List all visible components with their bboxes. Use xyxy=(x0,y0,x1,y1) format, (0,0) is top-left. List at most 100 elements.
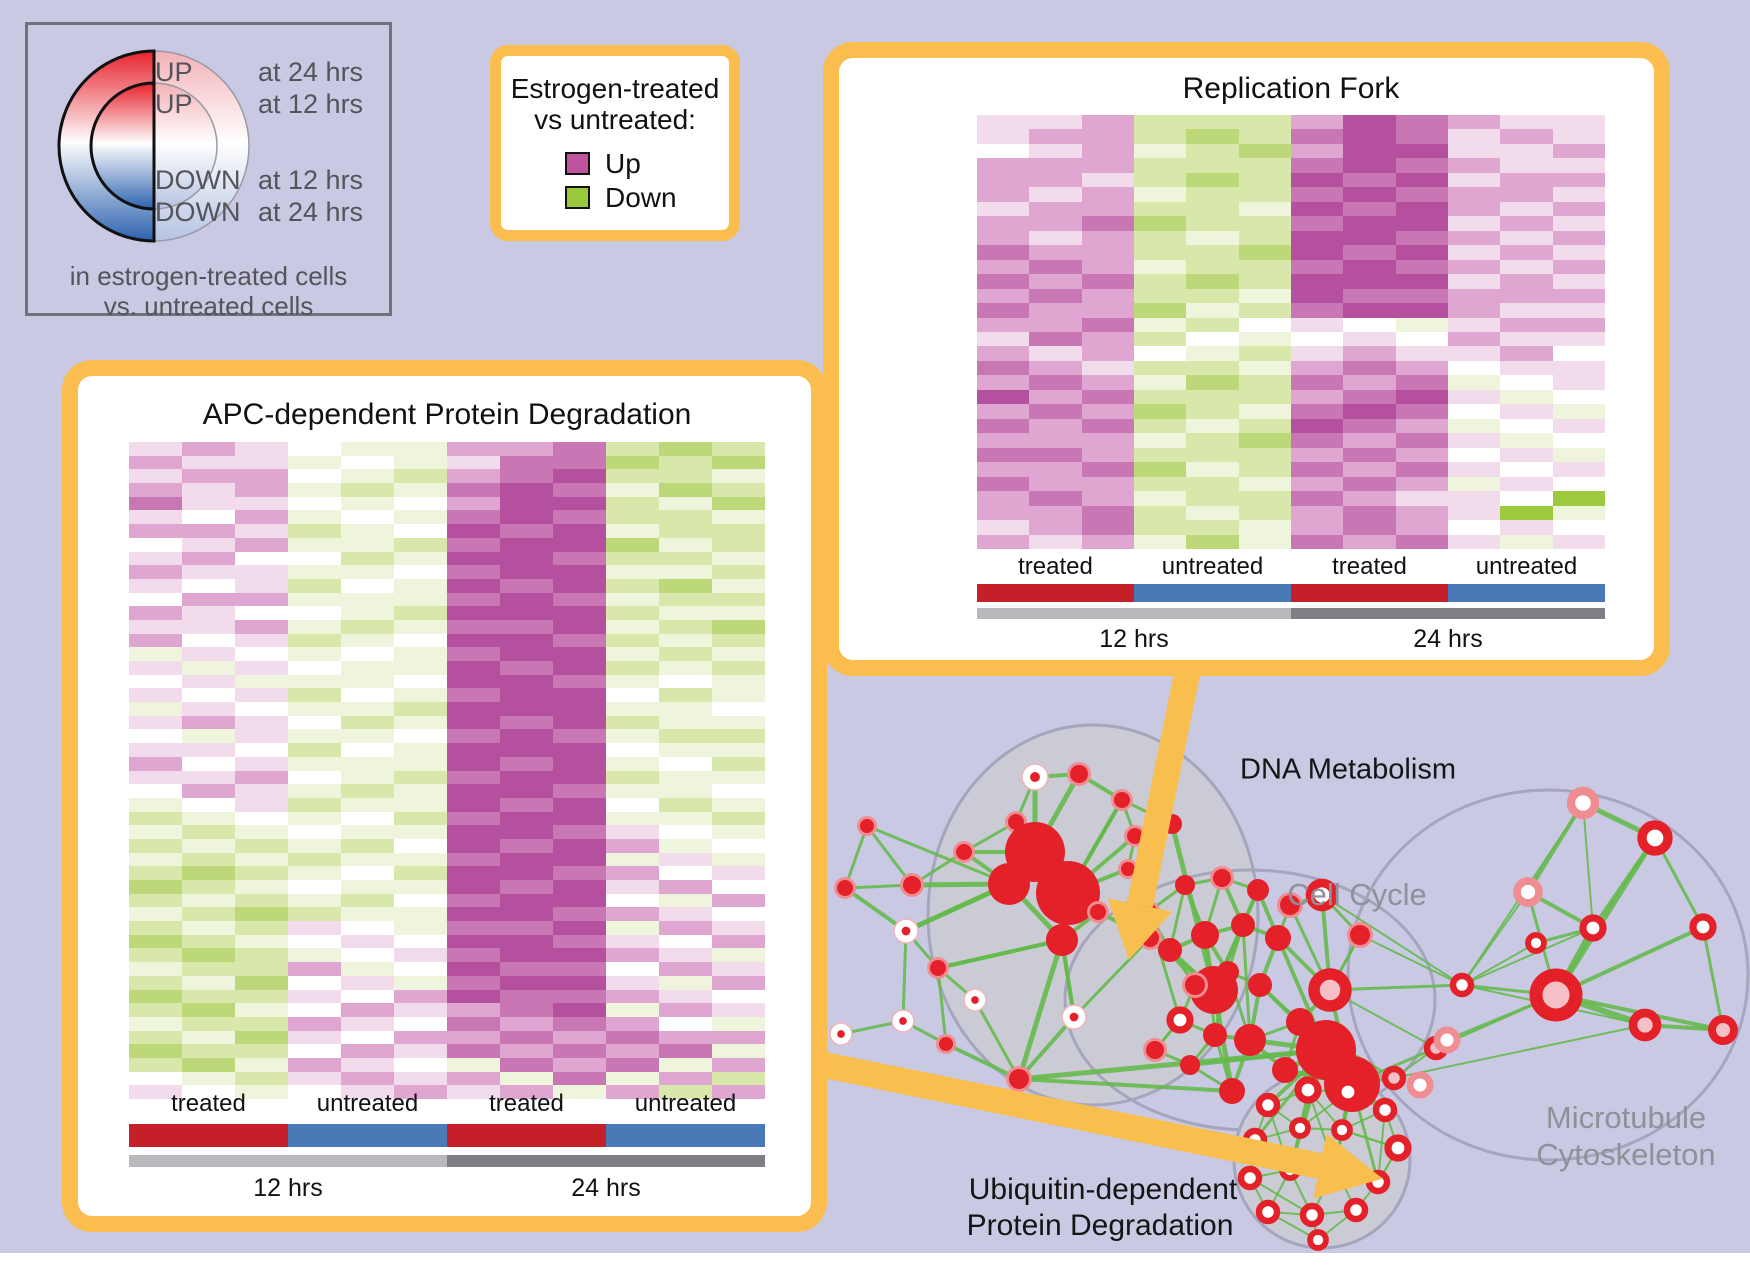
time-bar-segment xyxy=(977,608,1291,619)
heatmap-cell xyxy=(1500,433,1553,448)
legend-time: at 12 hrs xyxy=(258,89,364,119)
heatmap-cell xyxy=(977,462,1030,477)
heatmap-cell xyxy=(1447,476,1501,492)
heatmap-cell xyxy=(553,1071,606,1086)
heatmap-cell xyxy=(288,907,341,922)
time-bar-segment xyxy=(447,1155,765,1167)
heatmap-cell xyxy=(288,524,341,538)
heatmap-cell xyxy=(394,989,447,1004)
heatmap-cell xyxy=(606,1057,659,1072)
heatmap-cell xyxy=(659,866,712,880)
legend-row-up-24: UP at 24 hrs xyxy=(155,57,363,87)
heatmap-cell xyxy=(129,592,182,607)
up-color-swatch xyxy=(565,152,590,175)
heatmap-cell xyxy=(606,606,659,620)
heatmap-cell xyxy=(394,838,447,853)
heatmap-cell xyxy=(129,578,182,593)
heatmap-cell xyxy=(235,551,288,566)
heatmap-cell xyxy=(1081,360,1134,376)
heatmap-cell xyxy=(1081,172,1134,188)
network-edge xyxy=(973,999,1021,1080)
network-edge xyxy=(1701,926,1725,1031)
heatmap-cell xyxy=(394,510,447,525)
heatmap-cell xyxy=(1552,462,1605,477)
heatmap-cell xyxy=(712,1030,765,1045)
heatmap-cell xyxy=(606,770,659,785)
heatmap-cell xyxy=(1290,447,1344,463)
heatmap-cell xyxy=(500,1030,553,1045)
heatmap-cell xyxy=(341,989,394,1004)
heatmap-cell xyxy=(1552,317,1605,332)
heatmap-cell xyxy=(1133,404,1187,419)
heatmap-cell xyxy=(447,893,500,908)
heatmap-cell xyxy=(1290,331,1344,347)
gene-node-ring xyxy=(1331,1119,1353,1141)
heatmap-cell xyxy=(182,1016,235,1031)
heatmap-cell xyxy=(712,702,765,716)
heatmap-cell xyxy=(1552,346,1605,361)
heatmap-cell xyxy=(1290,129,1344,144)
heatmap-cell xyxy=(394,442,447,456)
rf-group-labels: treated untreated treated untreated xyxy=(977,553,1605,581)
heatmap-cell xyxy=(977,303,1030,318)
heatmap-cell xyxy=(235,756,288,771)
heatmap-cell xyxy=(1081,491,1134,506)
heatmap-cell xyxy=(1552,129,1605,144)
heatmap-cell xyxy=(1029,317,1082,332)
heatmap-cell xyxy=(659,975,712,990)
heatmap-cell xyxy=(394,797,447,812)
heatmap-cell xyxy=(659,1044,712,1058)
heatmap-cell xyxy=(235,565,288,579)
replication-fork-title: Replication Fork xyxy=(1182,72,1400,105)
heatmap-cell xyxy=(447,1044,500,1058)
heatmap-cell xyxy=(712,592,765,607)
heatmap-cell xyxy=(977,201,1030,217)
heatmap-cell xyxy=(341,852,394,867)
heatmap-cell xyxy=(1081,447,1134,463)
heatmap-cell xyxy=(553,455,606,470)
heatmap-cell xyxy=(1029,534,1082,549)
heatmap-cell xyxy=(500,455,553,470)
gene-node-ring xyxy=(1307,1229,1329,1251)
heatmap-cell xyxy=(288,619,341,634)
heatmap-cell xyxy=(288,455,341,470)
heatmap-cell xyxy=(1290,143,1344,159)
legend-time: at 12 hrs xyxy=(258,165,364,195)
heatmap-cell xyxy=(447,455,500,470)
heatmap-cell xyxy=(182,537,235,552)
gene-node xyxy=(930,960,946,976)
heatmap-cell xyxy=(1552,245,1605,260)
heatmap-cell xyxy=(1238,245,1291,260)
heatmap-cell xyxy=(288,784,341,798)
heatmap-cell xyxy=(606,1071,659,1086)
heatmap-cell xyxy=(341,729,394,744)
gene-node xyxy=(1114,792,1130,808)
heatmap-cell xyxy=(235,606,288,620)
heatmap-cell xyxy=(341,455,394,470)
legend-direction: UP xyxy=(155,89,193,119)
heatmap-cell xyxy=(553,619,606,634)
heatmap-cell xyxy=(447,469,500,484)
heatmap-cell xyxy=(182,578,235,593)
heatmap-cell xyxy=(1343,245,1396,260)
heatmap-cell xyxy=(712,442,765,456)
heatmap-cell xyxy=(1238,462,1291,477)
heatmap-cell xyxy=(1029,245,1082,260)
heatmap-cell xyxy=(235,455,288,470)
heatmap-cell xyxy=(341,880,394,894)
heatmap-cell xyxy=(341,962,394,976)
heatmap-cell xyxy=(1395,389,1448,405)
heatmap-cell xyxy=(394,619,447,634)
heatmap-cell xyxy=(553,1085,606,1099)
heatmap-cell xyxy=(1238,115,1291,130)
heatmap-cell xyxy=(1238,404,1291,419)
heatmap-cell xyxy=(1029,172,1082,188)
heatmap-cell xyxy=(394,483,447,497)
heatmap-cell xyxy=(288,483,341,497)
heatmap-cell xyxy=(1290,491,1344,506)
heatmap-cell xyxy=(553,1003,606,1017)
heatmap-cell xyxy=(341,674,394,689)
heatmap-cell xyxy=(447,1003,500,1017)
heatmap-cell xyxy=(659,989,712,1004)
heatmap-cell xyxy=(1186,172,1239,188)
